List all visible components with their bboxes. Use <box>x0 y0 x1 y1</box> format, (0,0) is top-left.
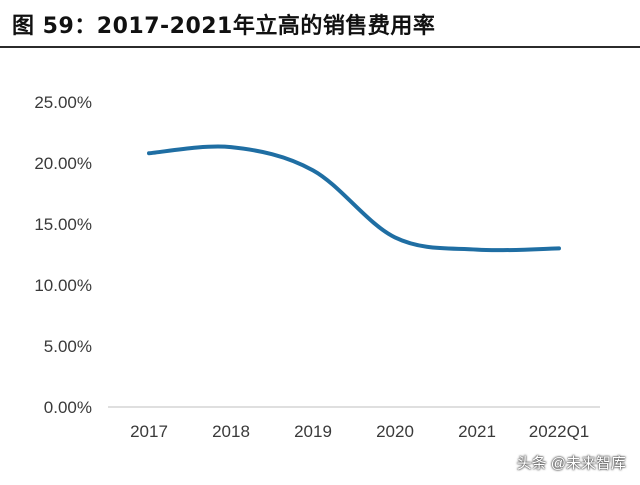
series-line <box>147 144 561 253</box>
x-tick-label: 2020 <box>376 422 414 441</box>
chart-title: 图 59：2017-2021年立高的销售费用率 <box>12 14 436 39</box>
y-tick-label: 0.00% <box>44 398 92 417</box>
y-tick-label: 20.00% <box>34 154 92 173</box>
y-tick-label: 15.00% <box>34 215 92 234</box>
watermark: 头条 @未来智库 <box>516 455 626 472</box>
x-tick-label: 2022Q1 <box>529 422 590 441</box>
y-tick-label: 5.00% <box>44 337 92 356</box>
y-tick-label: 25.00% <box>34 93 92 112</box>
x-tick-label: 2017 <box>130 422 168 441</box>
x-tick-label: 2021 <box>458 422 496 441</box>
title-bar: 图 59：2017-2021年立高的销售费用率 <box>0 0 640 48</box>
title-divider <box>0 46 640 48</box>
x-tick-label: 2018 <box>212 422 250 441</box>
y-tick-label: 10.00% <box>34 276 92 295</box>
x-tick-label: 2019 <box>294 422 332 441</box>
